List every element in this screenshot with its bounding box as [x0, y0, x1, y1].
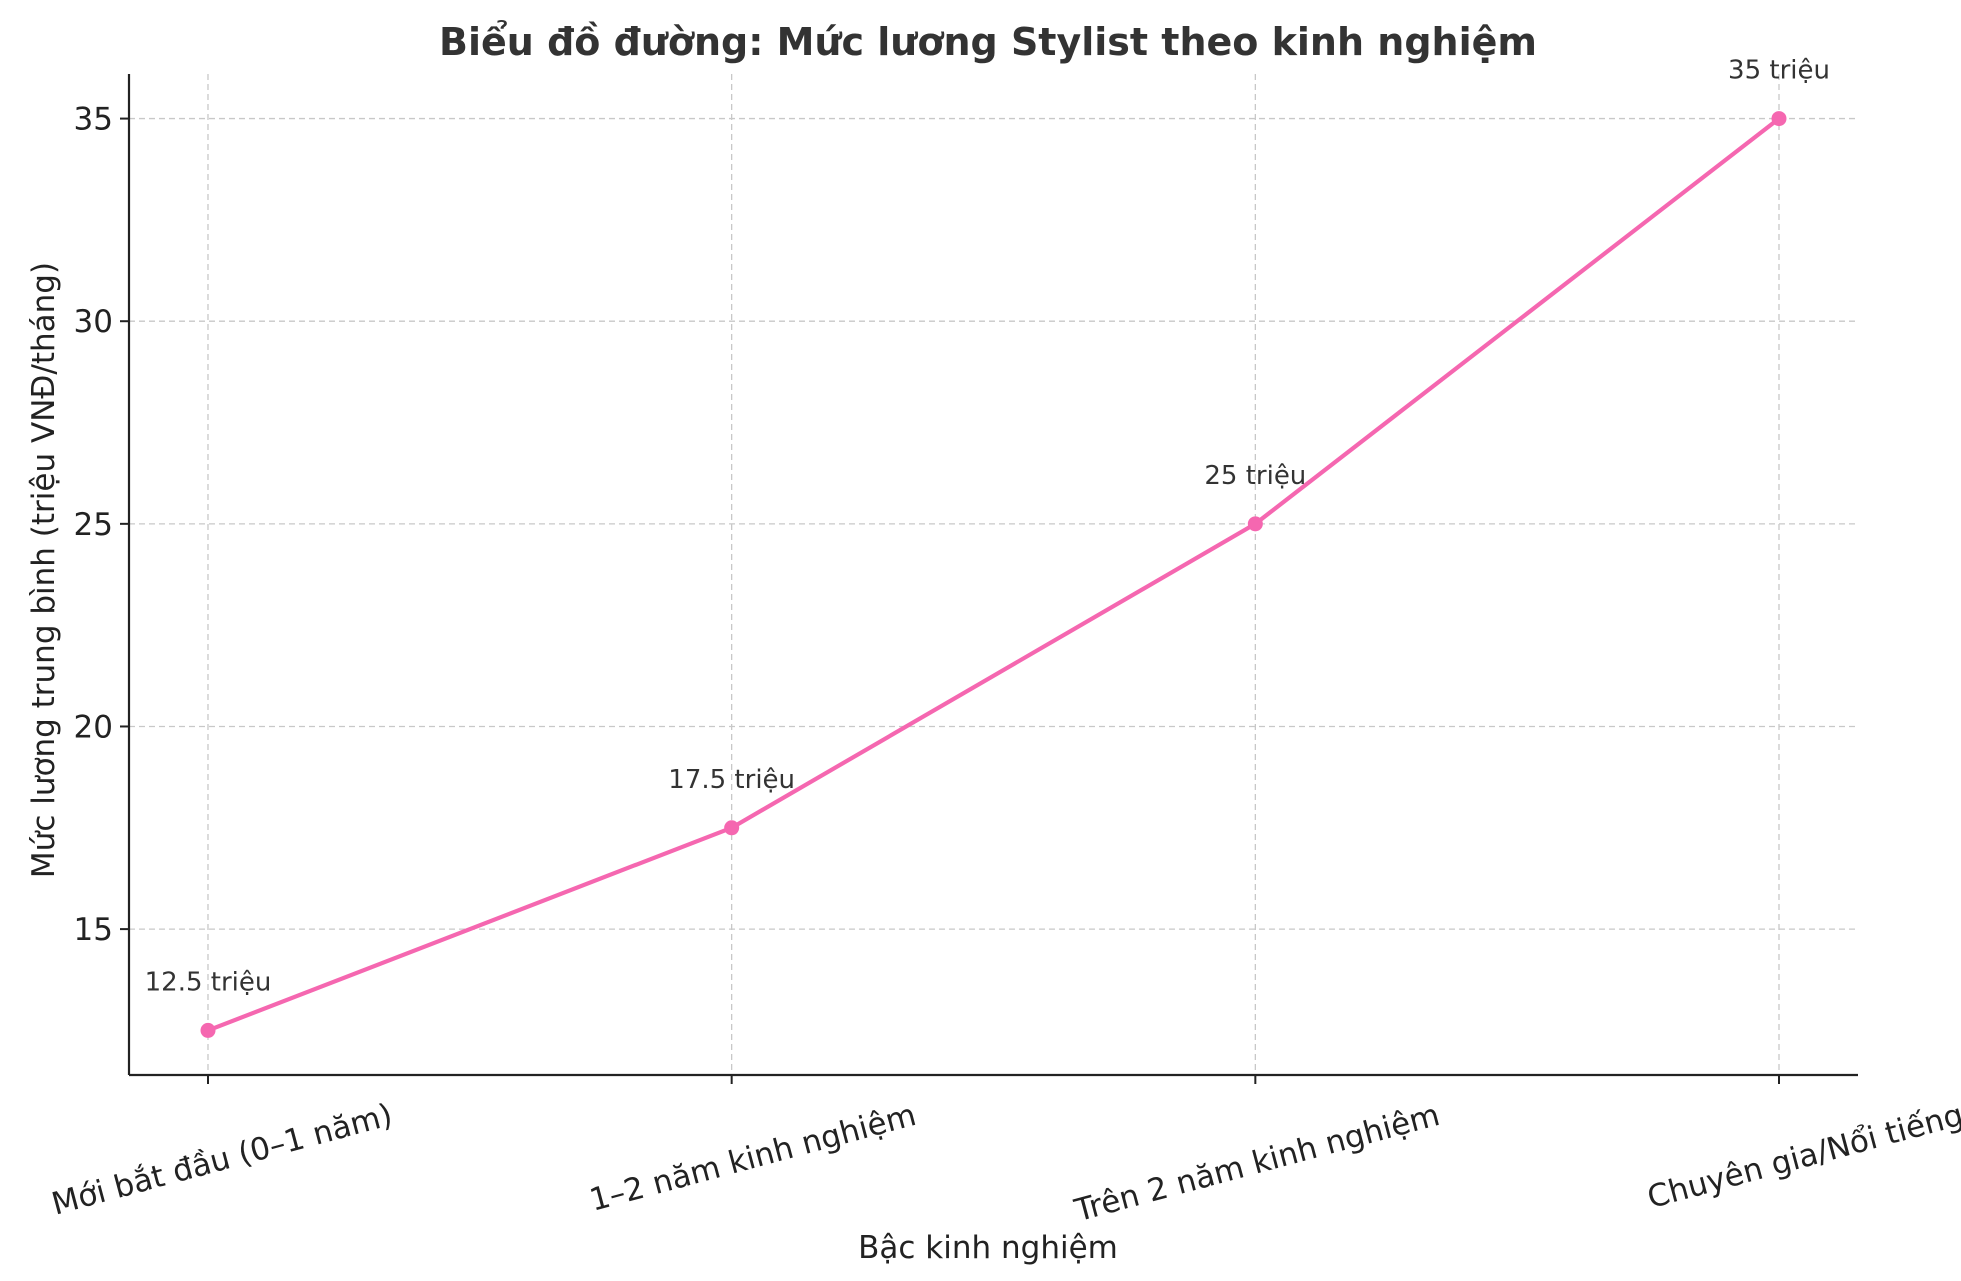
y-tick-label: 35 [74, 102, 113, 138]
data-point [724, 820, 740, 836]
grid-layer [129, 74, 1858, 1075]
tick-labels: 15 20 25 30 35 Mới bắt đầu (0–1 năm) 1–2 năm k… [48, 102, 1961, 1230]
y-tick-label: 15 [74, 912, 113, 948]
data-labels: 12.5 triệu 17.5 triệu 25 triệu 35 triệu [145, 56, 1830, 998]
y-tick-label: 30 [74, 304, 113, 340]
data-point [1247, 516, 1263, 532]
x-tick-label: Trên 2 năm kinh nghiệm [1070, 1097, 1443, 1229]
data-point [1771, 111, 1787, 127]
data-label: 25 triệu [1204, 461, 1306, 491]
chart-title: Biểu đồ đường: Mức lương Stylist theo ki… [439, 20, 1537, 64]
x-tick-label: Chuyên gia/Nổi tiếng [1644, 1097, 1961, 1216]
y-tick-label: 25 [74, 507, 113, 543]
x-tick-label: Mới bắt đầu (0–1 năm) [48, 1097, 396, 1223]
x-tick-label: 1–2 năm kinh nghiệm [586, 1097, 920, 1219]
series-line [205, 116, 1782, 1033]
y-tick-label: 20 [74, 709, 113, 745]
data-label: 17.5 triệu [668, 765, 795, 795]
data-point [200, 1022, 216, 1038]
series-layer [200, 111, 1787, 1038]
axes-layer [120, 74, 1858, 1084]
y-axis-title: Mức lương trung bình (triệu VNĐ/tháng) [26, 262, 62, 878]
data-label: 35 triệu [1728, 56, 1830, 86]
data-label: 12.5 triệu [145, 967, 272, 997]
x-axis-title: Bậc kinh nghiệm [858, 1230, 1118, 1266]
